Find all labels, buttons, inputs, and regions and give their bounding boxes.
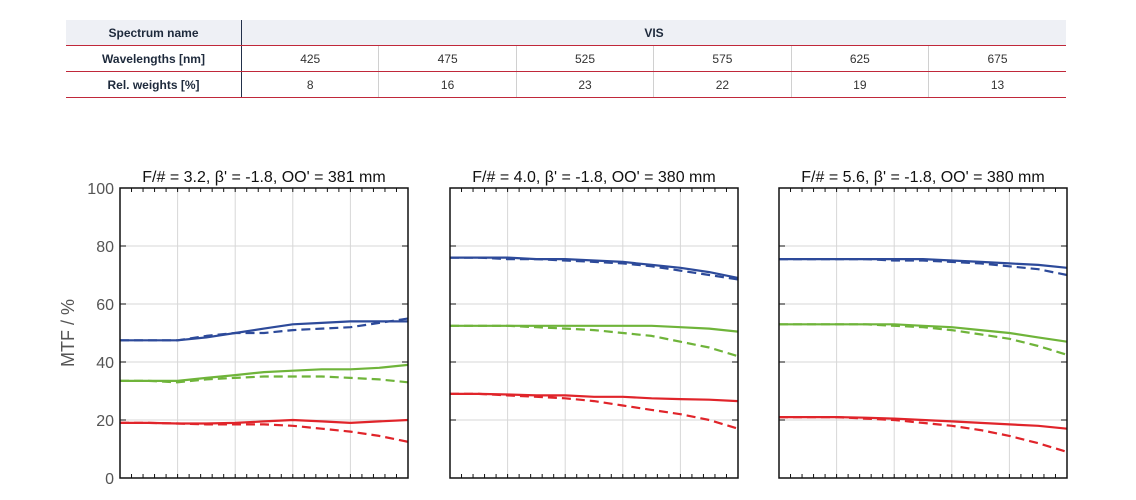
y-tick-label: 60 — [96, 297, 114, 314]
wavelength-cell: 675 — [928, 45, 1066, 72]
mtf-line-green-dashed — [450, 324, 739, 358]
weight-cell: 16 — [378, 71, 517, 98]
weight-cell: 13 — [928, 71, 1066, 98]
mtf-panel-3: F/# = 5.6, β' = -1.8, OO' = 380 mm — [778, 169, 1068, 479]
y-tick-label: 80 — [96, 239, 114, 256]
chart-title: F/# = 3.2, β' = -1.8, OO' = 381 mm — [142, 169, 385, 186]
weight-cell: 23 — [516, 71, 655, 98]
mtf-line-blue-dashed — [120, 317, 409, 342]
y-tick-label: 40 — [96, 355, 114, 372]
weight-cell: 19 — [791, 71, 930, 98]
mtf-panel-2: F/# = 4.0, β' = -1.8, OO' = 380 mm — [449, 169, 739, 479]
y-axis-label: MTF / % — [58, 299, 78, 367]
spectrum-name-value: VIS — [241, 20, 1066, 46]
plot-frame — [119, 187, 409, 479]
spectrum-row: Spectrum name VIS — [66, 20, 1066, 46]
mtf-line-blue-dashed — [779, 258, 1068, 277]
wavelength-cell: 525 — [516, 45, 655, 72]
weight-cell: 8 — [241, 71, 380, 98]
mtf-line-red-dashed — [120, 421, 409, 443]
mtf-line-green-dashed — [120, 375, 409, 384]
y-tick-label: 0 — [105, 471, 114, 488]
mtf-line-red-dashed — [779, 416, 1068, 453]
wavelengths-row: Wavelengths [nm] 425 475 525 575 625 675 — [66, 45, 1066, 72]
wavelength-cell: 475 — [378, 45, 517, 72]
spectrum-table: Spectrum name VIS Wavelengths [nm] 425 4… — [66, 20, 1066, 98]
weights-row: Rel. weights [%] 8 16 23 22 19 13 — [66, 71, 1066, 98]
mtf-line-green-dashed — [779, 323, 1068, 356]
y-tick-label: 20 — [96, 413, 114, 430]
wavelength-cell: 625 — [791, 45, 930, 72]
plot-frame — [449, 187, 739, 479]
mtf-line-red-dashed — [450, 392, 739, 430]
wavelength-cell: 425 — [241, 45, 380, 72]
spectrum-name-label: Spectrum name — [66, 20, 242, 46]
mtf-line-blue-solid — [450, 256, 739, 279]
y-tick-label: 100 — [87, 181, 114, 198]
weights-label: Rel. weights [%] — [66, 71, 242, 98]
mtf-panel-1: F/# = 3.2, β' = -1.8, OO' = 381 mm — [119, 169, 409, 479]
weight-cell: 22 — [653, 71, 792, 98]
wavelengths-label: Wavelengths [nm] — [66, 45, 242, 72]
wavelength-cell: 575 — [653, 45, 792, 72]
mtf-line-blue-dashed — [450, 256, 739, 281]
chart-title: F/# = 4.0, β' = -1.8, OO' = 380 mm — [472, 169, 715, 186]
plot-frame — [778, 187, 1068, 479]
chart-title: F/# = 5.6, β' = -1.8, OO' = 380 mm — [801, 169, 1044, 186]
